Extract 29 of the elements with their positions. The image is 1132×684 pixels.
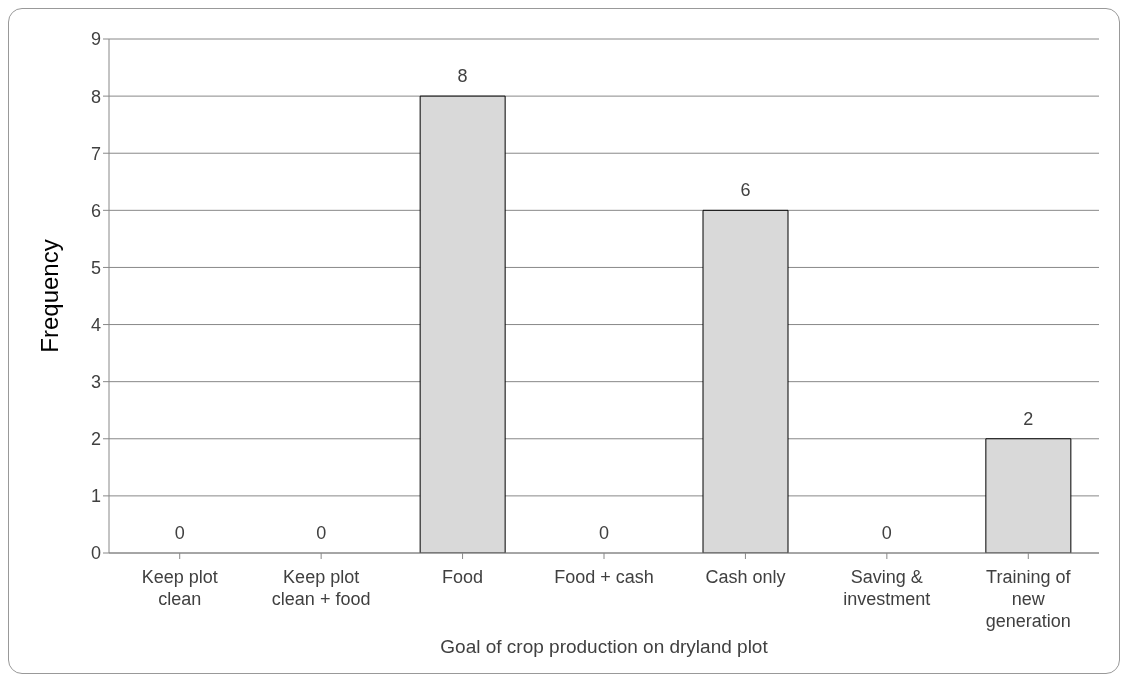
y-tick-label: 7 (90, 143, 101, 164)
bar (419, 95, 506, 553)
bar (985, 438, 1072, 553)
y-tick-label: 2 (90, 429, 101, 450)
x-tick-label: Food + cash (554, 567, 654, 587)
data-label: 0 (316, 523, 327, 543)
x-axis-title: Goal of crop production on dryland plot (440, 636, 769, 657)
x-tick-label: Saving & investment (843, 567, 931, 609)
x-tick-label: Food (442, 567, 484, 587)
x-tick-label: Training of new generation (985, 567, 1072, 631)
data-label: 0 (174, 523, 185, 543)
x-tick-label: Keep plot clean (141, 567, 218, 609)
y-tick-label: 9 (90, 29, 101, 50)
x-tick-label: Keep plot clean + food (271, 567, 371, 609)
y-tick-label: 6 (90, 200, 101, 221)
y-axis-title: Frequency (35, 239, 63, 353)
y-tick-label: 1 (90, 486, 101, 507)
data-label: 0 (881, 523, 892, 543)
data-label: 2 (1023, 408, 1034, 429)
y-tick-label: 8 (90, 86, 101, 107)
y-tick-label: 0 (90, 543, 101, 564)
data-label: 8 (457, 66, 468, 87)
x-tick-label: Cash only (705, 567, 786, 587)
data-label: 0 (598, 523, 610, 543)
bar (702, 209, 789, 553)
data-label: 6 (740, 180, 751, 201)
y-tick-label: 5 (90, 257, 101, 278)
y-tick-label: 4 (90, 314, 101, 335)
y-tick-label: 3 (90, 372, 101, 393)
